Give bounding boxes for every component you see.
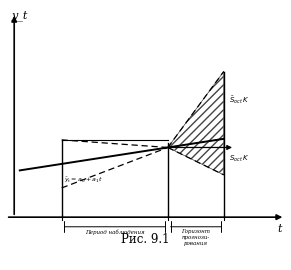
Text: y_t: y_t xyxy=(11,11,28,21)
Text: $\bar{y}_t=a_0+a_1t$: $\bar{y}_t=a_0+a_1t$ xyxy=(65,176,104,185)
Text: Рис. 9.1: Рис. 9.1 xyxy=(121,233,170,246)
Text: t: t xyxy=(278,224,282,234)
Text: Горизонт
прогнози-
рования: Горизонт прогнози- рования xyxy=(181,229,210,246)
Text: Период наблюдения: Период наблюдения xyxy=(85,229,145,235)
Text: $\bar{S}_{o c t}\,K$: $\bar{S}_{o c t}\,K$ xyxy=(229,94,250,106)
Text: $S_{o c t}\,K$: $S_{o c t}\,K$ xyxy=(229,154,250,164)
